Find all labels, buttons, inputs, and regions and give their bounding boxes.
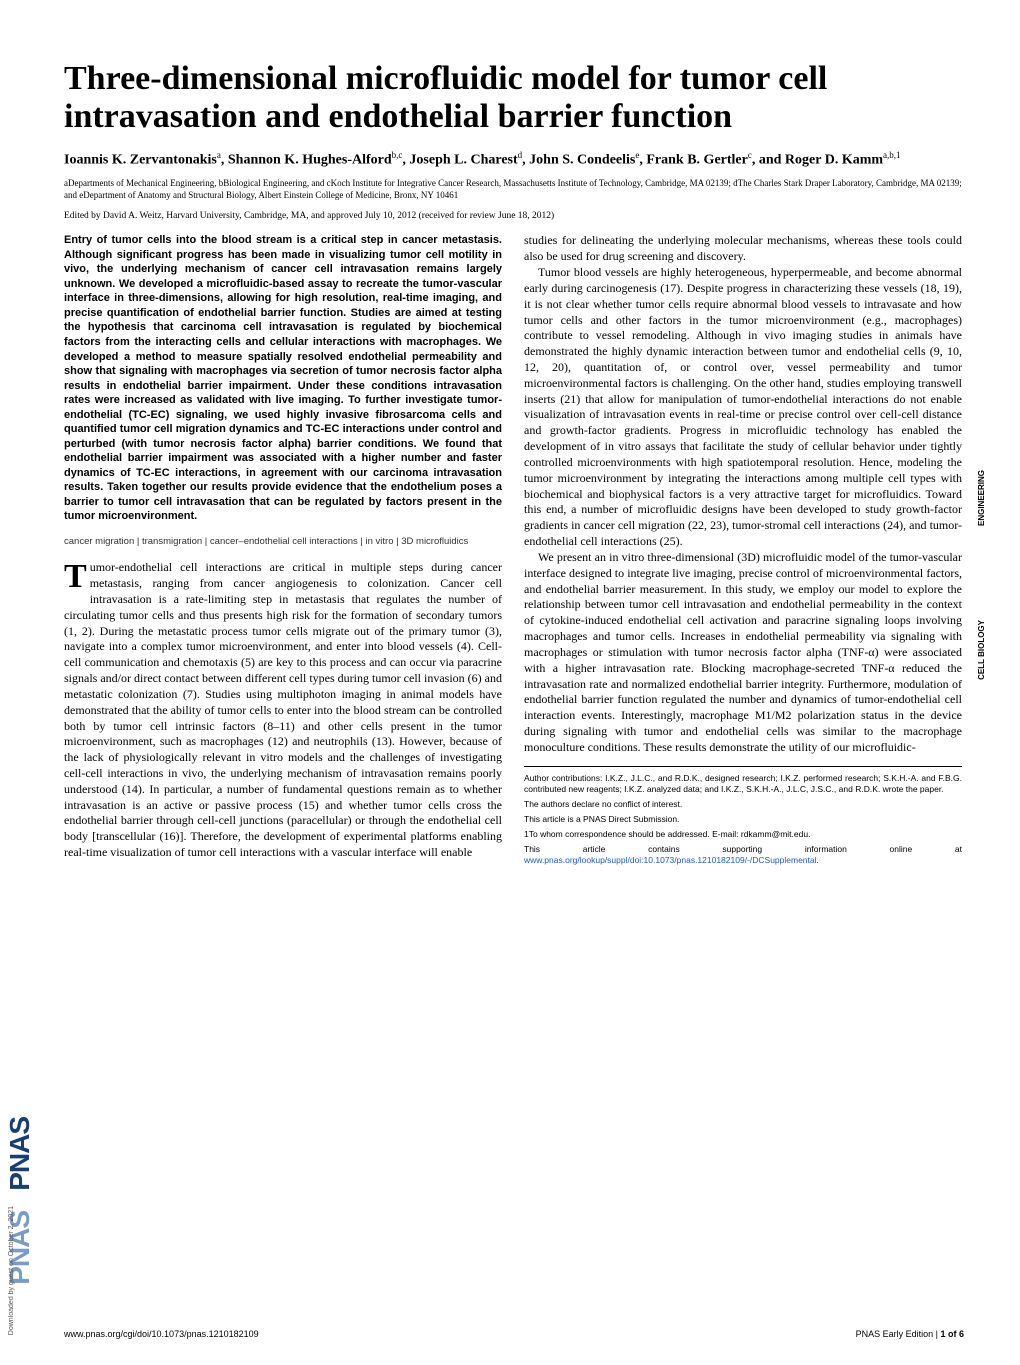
body-left: Tumor-endothelial cell interactions are … xyxy=(64,560,502,861)
submission-type: This article is a PNAS Direct Submission… xyxy=(524,814,962,825)
page-footer: www.pnas.org/cgi/doi/10.1073/pnas.121018… xyxy=(64,1329,964,1339)
article-title: Three-dimensional microfluidic model for… xyxy=(64,60,964,136)
body-p4: We present an in vitro three-dimensional… xyxy=(524,550,962,756)
side-tag-engineering: ENGINEERING xyxy=(977,470,986,526)
correspondence: 1To whom correspondence should be addres… xyxy=(524,829,962,840)
body-right: studies for delineating the underlying m… xyxy=(524,233,962,755)
supplemental-info: This article contains supporting informa… xyxy=(524,844,962,866)
footer-pagination: PNAS Early Edition | 1 of 6 xyxy=(856,1329,964,1339)
column-right: studies for delineating the underlying m… xyxy=(524,233,962,870)
body-p2: studies for delineating the underlying m… xyxy=(524,233,962,265)
body-p1: Tumor-endothelial cell interactions are … xyxy=(64,560,502,861)
journal-strip: PNAS PNAS Downloaded by guest on October… xyxy=(0,0,40,1365)
two-column-layout: Entry of tumor cells into the blood stre… xyxy=(64,233,964,870)
side-tag-cellbiology: CELL BIOLOGY xyxy=(977,620,986,680)
column-left: Entry of tumor cells into the blood stre… xyxy=(64,233,502,870)
keywords: cancer migration | transmigration | canc… xyxy=(64,536,502,549)
page-content: Three-dimensional microfluidic model for… xyxy=(64,60,964,870)
abstract: Entry of tumor cells into the blood stre… xyxy=(64,233,502,523)
footer-page-number: 1 of 6 xyxy=(940,1329,964,1339)
author-contributions: Author contributions: I.K.Z., J.L.C., an… xyxy=(524,773,962,795)
download-note: Downloaded by guest on October 2, 2021 xyxy=(8,1206,15,1335)
footer-prefix: PNAS Early Edition | xyxy=(856,1329,941,1339)
conflict-statement: The authors declare no conflict of inter… xyxy=(524,799,962,810)
pnas-logo-dark: PNAS xyxy=(4,1117,36,1191)
supplemental-link[interactable]: www.pnas.org/lookup/suppl/doi:10.1073/pn… xyxy=(524,855,817,865)
edited-by: Edited by David A. Weitz, Harvard Univer… xyxy=(64,211,964,221)
authors: Ioannis K. Zervantonakisa, Shannon K. Hu… xyxy=(64,150,964,170)
suppl-suffix: . xyxy=(817,855,819,865)
body-p3: Tumor blood vessels are highly heterogen… xyxy=(524,265,962,550)
footnotes: Author contributions: I.K.Z., J.L.C., an… xyxy=(524,766,962,866)
footer-doi: www.pnas.org/cgi/doi/10.1073/pnas.121018… xyxy=(64,1329,259,1339)
suppl-prefix: This article contains supporting informa… xyxy=(524,844,962,854)
affiliations: aDepartments of Mechanical Engineering, … xyxy=(64,178,964,201)
